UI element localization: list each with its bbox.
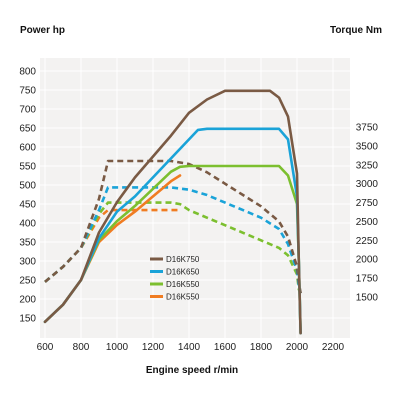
- right-tick-label: 1500: [356, 293, 379, 304]
- right-tick-label: 2500: [356, 217, 379, 228]
- right-tick-label: 3750: [356, 123, 379, 134]
- left-tick-label: 600: [19, 143, 36, 154]
- left-tick-label: 200: [19, 295, 36, 306]
- power-line-0: [43, 89, 302, 335]
- x-axis-ticks: 600 800 1000 1200 1400 1600 1800 2000 2200: [37, 342, 345, 353]
- left-tick-label: 250: [19, 276, 36, 287]
- x-tick-label: 1000: [106, 342, 129, 353]
- legend-label-1: D16K650: [166, 268, 200, 277]
- left-axis-ticks: 150 200 250 300 350 400 450 500 550 600 650 700 750 8…: [19, 67, 36, 325]
- left-tick-label: 300: [19, 257, 36, 268]
- left-tick-label: 750: [19, 86, 36, 97]
- right-tick-label: 2750: [356, 198, 379, 209]
- x-tick-label: 800: [73, 342, 90, 353]
- left-tick-label: 150: [19, 314, 36, 325]
- x-tick-label: 600: [37, 342, 54, 353]
- left-axis-title: Power hp: [20, 25, 65, 36]
- torque-line-0: [44, 159, 302, 294]
- legend-label-2: D16K550: [166, 280, 200, 289]
- right-tick-label: 2000: [356, 255, 379, 266]
- left-tick-label: 500: [19, 181, 36, 192]
- legend: D16K750 D16K650 D16K550 D16K550: [150, 255, 200, 302]
- x-tick-label: 1400: [178, 342, 201, 353]
- x-tick-label: 1800: [250, 342, 273, 353]
- left-tick-label: 350: [19, 238, 36, 249]
- left-tick-label: 550: [19, 162, 36, 173]
- right-axis-title: Torque Nm: [330, 25, 382, 36]
- legend-label-0: D16K750: [166, 255, 200, 264]
- right-tick-label: 3250: [356, 160, 379, 171]
- x-axis-title: Engine speed r/min: [146, 365, 238, 376]
- left-tick-label: 450: [19, 200, 36, 211]
- left-tick-label: 800: [19, 67, 36, 78]
- torque-line-2: [44, 201, 302, 294]
- right-tick-label: 3500: [356, 141, 379, 152]
- legend-label-3: D16K550: [166, 293, 200, 302]
- right-axis-ticks: 1500 1750 2000 2250 2500 2750 3000 3250 3500 3750: [356, 123, 379, 304]
- right-tick-label: 1750: [356, 274, 379, 285]
- x-tick-label: 2200: [322, 342, 345, 353]
- left-tick-label: 650: [19, 124, 36, 135]
- x-tick-label: 1600: [214, 342, 237, 353]
- x-tick-label: 2000: [286, 342, 309, 353]
- left-tick-label: 400: [19, 219, 36, 230]
- right-tick-label: 3000: [356, 179, 379, 190]
- left-tick-label: 700: [19, 105, 36, 116]
- right-tick-label: 2250: [356, 236, 379, 247]
- series-layer: [43, 89, 302, 335]
- power-line-1: [43, 127, 302, 335]
- torque-line-1: [44, 186, 302, 294]
- x-tick-label: 1200: [142, 342, 165, 353]
